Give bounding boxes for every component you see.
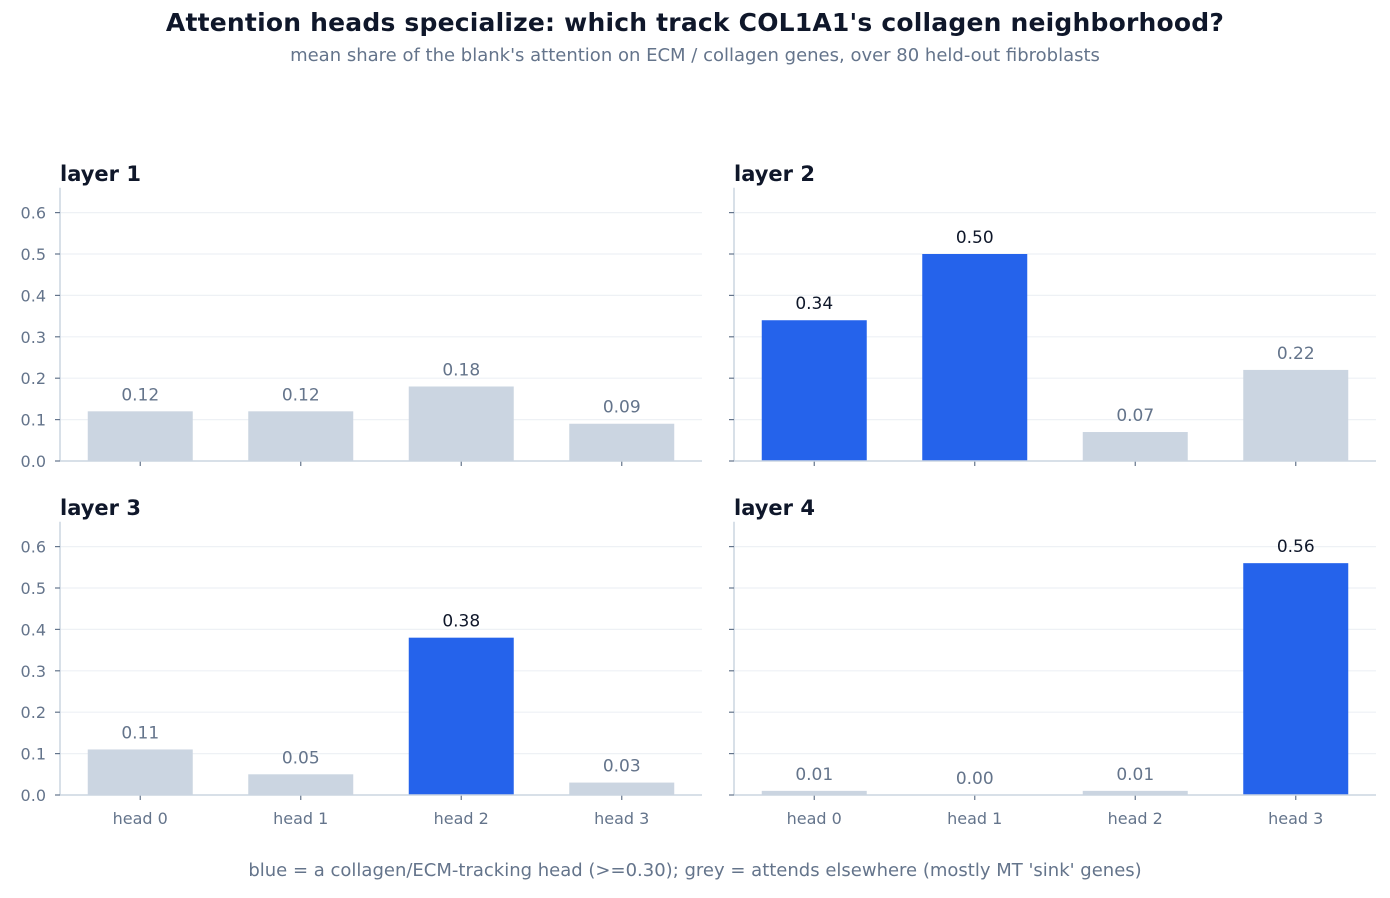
- y-tick-label: 0.2: [21, 703, 46, 722]
- bar-value-label: 0.56: [1277, 537, 1315, 557]
- bar-value-label: 0.01: [795, 765, 833, 785]
- bar: [569, 423, 675, 461]
- y-tick-label: 0.3: [21, 662, 46, 681]
- bar: [1243, 563, 1349, 795]
- y-tick-label: 0.0: [21, 786, 46, 805]
- y-tick-label: 0.4: [21, 286, 46, 305]
- bar-value-label: 0.12: [282, 385, 320, 405]
- bar-value-label: 0.12: [121, 385, 159, 405]
- y-tick-label: 0.0: [21, 452, 46, 471]
- bar: [87, 411, 193, 461]
- bar-value-label: 0.34: [795, 294, 833, 314]
- chart-subtitle: mean share of the blank's attention on E…: [290, 45, 1100, 66]
- bar: [87, 749, 193, 795]
- y-tick-label: 0.1: [21, 745, 46, 764]
- bar-value-label: 0.09: [603, 398, 641, 418]
- x-tick-label: head 2: [1108, 809, 1163, 828]
- x-tick-label: head 0: [113, 809, 168, 828]
- panel-title: layer 2: [734, 162, 815, 186]
- y-tick-label: 0.3: [21, 328, 46, 347]
- bar: [408, 637, 514, 795]
- bar: [248, 411, 354, 461]
- x-tick-label: head 3: [1268, 809, 1323, 828]
- x-tick-label: head 2: [434, 809, 489, 828]
- panel-title: layer 1: [60, 162, 141, 186]
- chart-title: Attention heads specialize: which track …: [165, 8, 1225, 37]
- x-tick-label: head 0: [787, 809, 842, 828]
- bar-value-label: 0.07: [1116, 406, 1154, 426]
- bar-value-label: 0.05: [282, 748, 320, 768]
- bar: [1243, 369, 1349, 461]
- bar: [761, 320, 867, 461]
- bar: [569, 782, 675, 795]
- y-tick-label: 0.6: [21, 204, 46, 223]
- bar-value-label: 0.01: [1116, 765, 1154, 785]
- y-tick-label: 0.5: [21, 579, 46, 598]
- bar: [1082, 790, 1188, 795]
- bar-value-label: 0.38: [442, 612, 480, 632]
- bar-value-label: 0.00: [956, 769, 994, 789]
- bar-value-label: 0.50: [956, 228, 994, 248]
- bar-value-label: 0.03: [603, 757, 641, 777]
- y-tick-label: 0.1: [21, 411, 46, 430]
- bar-value-label: 0.22: [1277, 344, 1315, 364]
- x-tick-label: head 1: [273, 809, 328, 828]
- y-tick-label: 0.4: [21, 620, 46, 639]
- y-tick-label: 0.2: [21, 369, 46, 388]
- bar: [248, 774, 354, 795]
- x-tick-label: head 1: [947, 809, 1002, 828]
- bar: [408, 386, 514, 461]
- bar-value-label: 0.18: [442, 360, 480, 380]
- y-tick-label: 0.5: [21, 245, 46, 264]
- bar-value-label: 0.11: [121, 723, 159, 743]
- color-legend-note: blue = a collagen/ECM-tracking head (>=0…: [248, 860, 1142, 881]
- bar: [922, 254, 1028, 461]
- y-tick-label: 0.6: [21, 538, 46, 557]
- x-tick-label: head 3: [594, 809, 649, 828]
- bar: [761, 790, 867, 795]
- panel-title: layer 3: [60, 496, 141, 520]
- bar: [1082, 432, 1188, 461]
- panel-title: layer 4: [734, 496, 815, 520]
